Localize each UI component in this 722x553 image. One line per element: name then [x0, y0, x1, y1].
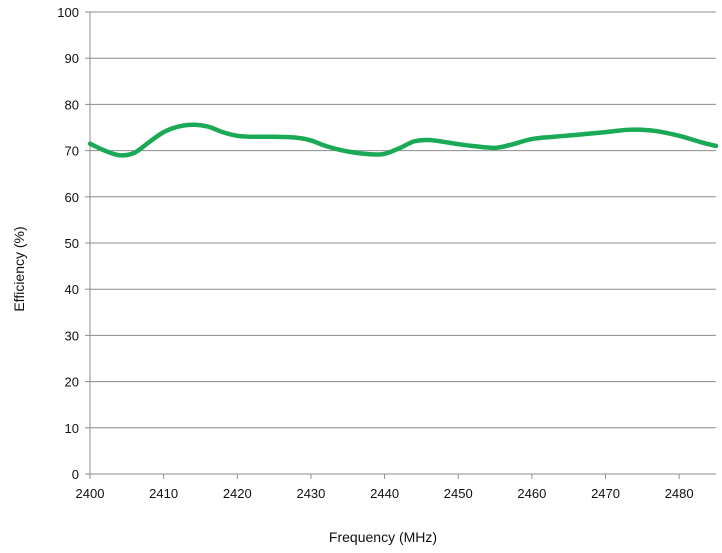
x-axis-title: Frequency (MHz)	[329, 529, 437, 545]
y-tick-label: 50	[65, 236, 79, 251]
y-tick-label: 60	[65, 190, 79, 205]
grid-layer	[90, 11, 716, 475]
x-tick-label: 2420	[223, 486, 252, 501]
y-tick-label: 100	[57, 5, 79, 20]
series-layer	[87, 122, 719, 158]
x-tick-label: 2470	[591, 486, 620, 501]
y-tick-label: 20	[65, 375, 79, 390]
y-tick-label: 0	[72, 467, 79, 482]
x-tick-label: 2440	[370, 486, 399, 501]
y-tick-label: 70	[65, 144, 79, 159]
x-tick-label: 2460	[517, 486, 546, 501]
y-tick-label: 30	[65, 328, 79, 343]
label-layer: 0 10 20 30 40 50 60 70 80 90 100 2400 2410 2420 2430 24…	[57, 5, 693, 501]
y-tick-label: 10	[65, 421, 79, 436]
x-tick-label: 2480	[665, 486, 694, 501]
x-tick-label: 2450	[444, 486, 473, 501]
x-tick-label: 2410	[149, 486, 178, 501]
y-axis-title: Efficiency (%)	[11, 226, 27, 311]
x-tick-label: 2430	[296, 486, 325, 501]
x-tick-label: 2400	[76, 486, 105, 501]
efficiency-series-line	[87, 122, 719, 158]
y-tick-label: 80	[65, 97, 79, 112]
axis-layer	[85, 11, 716, 479]
y-tick-label: 90	[65, 51, 79, 66]
y-tick-label: 40	[65, 282, 79, 297]
